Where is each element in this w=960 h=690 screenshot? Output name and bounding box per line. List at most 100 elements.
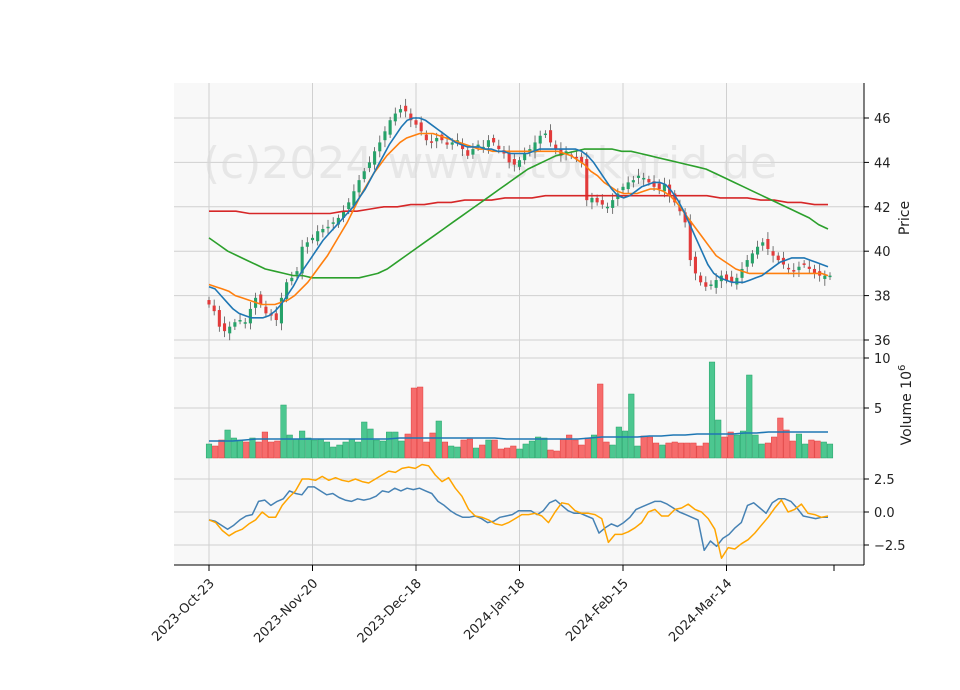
volume-bar	[491, 439, 498, 459]
volume-bar	[820, 441, 827, 459]
volume-bar	[826, 443, 834, 459]
candle-body	[564, 151, 568, 154]
volume-bar	[665, 442, 672, 459]
candle-body	[812, 268, 817, 274]
ma-mid-line	[208, 132, 829, 306]
y-tick-label: 5	[874, 402, 882, 417]
y-tick-label: 40	[874, 245, 891, 260]
volume-bar	[783, 429, 790, 459]
volume-bar	[423, 441, 430, 459]
volume-bar	[249, 437, 256, 459]
volume-bar	[504, 447, 511, 459]
volume-bar	[758, 443, 765, 459]
candle-body	[492, 137, 496, 143]
candle-body	[326, 226, 330, 229]
candle-body	[807, 266, 811, 269]
volume-bar	[516, 448, 523, 459]
candle-body	[678, 205, 682, 212]
candle-body	[595, 197, 599, 203]
volume-bar	[603, 441, 610, 459]
volume-bar	[404, 433, 411, 459]
volume-bar	[578, 444, 585, 459]
candle-body	[414, 120, 418, 125]
volume-bar	[454, 446, 461, 459]
y-tick-label: 38	[874, 290, 891, 305]
volume-bar	[702, 442, 709, 459]
volume-bar	[746, 374, 753, 459]
candle-body	[548, 130, 553, 143]
volume-ma-line	[209, 431, 828, 442]
candle-body	[590, 197, 594, 203]
candle-body	[683, 212, 687, 223]
candle-body	[398, 109, 403, 113]
volume-bar	[255, 441, 262, 459]
candle-body	[347, 202, 351, 210]
volume-bar	[218, 439, 225, 459]
x-tick-label: 2024-Feb-15	[563, 576, 632, 645]
candle-body	[745, 260, 749, 267]
candle-body	[435, 137, 439, 142]
volume-bar	[653, 442, 660, 459]
candle-body	[605, 206, 610, 209]
volume-bar	[212, 445, 219, 459]
candle-body	[631, 180, 635, 183]
volume-bar	[417, 386, 424, 459]
volume-bar	[398, 440, 405, 459]
volume-bar	[541, 437, 548, 459]
y-tick-label: 0.0	[874, 506, 895, 521]
volume-bar	[622, 430, 629, 459]
oscillator-line-a	[208, 486, 828, 552]
volume-bar	[261, 431, 268, 459]
candle-body	[771, 251, 775, 256]
candle-body	[274, 313, 278, 321]
candle-body	[316, 231, 320, 242]
volume-bar	[640, 435, 647, 459]
volume-bar	[323, 441, 331, 459]
volume-bar	[379, 440, 386, 459]
candle-body	[238, 320, 242, 322]
volume-bar	[435, 420, 442, 459]
candle-body	[517, 160, 522, 167]
volume-bar	[696, 445, 703, 459]
ma-long-line	[208, 148, 829, 279]
volume-bar	[789, 440, 796, 459]
x-tick-label: 2023-Nov-20	[251, 576, 321, 646]
candle-body	[497, 145, 501, 150]
volume-bar	[429, 432, 436, 459]
volume-bar	[715, 419, 722, 459]
candle-body	[626, 182, 630, 190]
candle-body	[693, 256, 698, 274]
candle-body	[367, 162, 371, 168]
volume-bar	[305, 437, 312, 459]
volume-bar	[802, 443, 809, 459]
volume-bar	[367, 428, 374, 459]
candle-body	[636, 175, 641, 178]
candle-body	[740, 268, 744, 278]
candle-body	[305, 242, 309, 247]
volume-bar	[230, 437, 237, 459]
volume-bar	[634, 445, 641, 459]
candle-body	[797, 266, 801, 271]
candle-body	[730, 276, 734, 283]
candle-body	[538, 135, 542, 144]
volume-bar	[795, 433, 802, 459]
candle-body	[393, 113, 397, 122]
candle-body	[388, 120, 392, 135]
candle-body	[290, 277, 294, 282]
volume-axis-title: Volume 106	[897, 365, 915, 446]
candle-body	[600, 200, 604, 205]
volume-bar	[727, 431, 734, 459]
volume-bars	[205, 361, 834, 459]
y-tick-label: 46	[874, 112, 891, 127]
volume-bar	[535, 436, 542, 459]
x-tick-label: 2023-Dec-18	[355, 576, 425, 646]
volume-bar	[280, 404, 287, 459]
y-tick-label: 36	[874, 334, 891, 349]
candle-body	[647, 179, 651, 183]
volume-bar	[479, 444, 486, 459]
volume-bar	[354, 441, 362, 459]
candle-body	[580, 156, 584, 163]
candle-body	[331, 222, 335, 224]
y-tick-label: 10	[874, 352, 891, 367]
